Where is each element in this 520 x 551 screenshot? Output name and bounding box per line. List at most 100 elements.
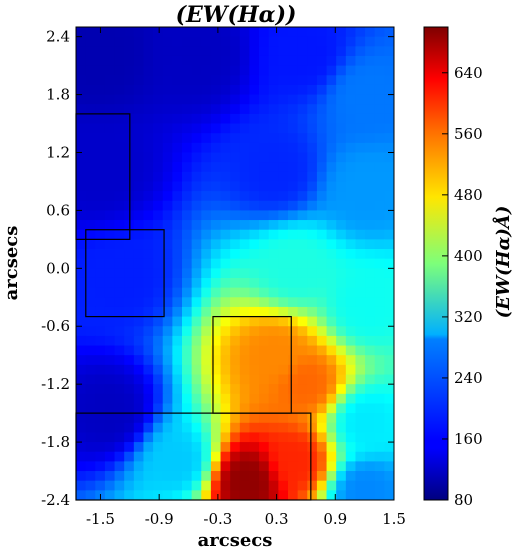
- heatmap-cell: [114, 65, 125, 76]
- heatmap-cell: [114, 133, 125, 144]
- heatmap-cell: [85, 277, 96, 289]
- heatmap-cell: [249, 65, 260, 76]
- heatmap-cell: [374, 461, 385, 472]
- heatmap-cell: [76, 403, 87, 414]
- heatmap-cell: [153, 471, 164, 482]
- heatmap-cell: [230, 152, 241, 163]
- heatmap-cell: [124, 335, 135, 347]
- heatmap-cell: [365, 191, 376, 202]
- heatmap-cell: [191, 480, 202, 491]
- heatmap-cell: [124, 403, 135, 414]
- heatmap-cell: [172, 490, 183, 500]
- heatmap-cell: [95, 133, 106, 144]
- heatmap-cell: [288, 55, 299, 67]
- y-tick-label: -1.2: [41, 375, 70, 393]
- heatmap-cell: [297, 27, 308, 38]
- heatmap-cell: [374, 480, 385, 491]
- heatmap-cell: [355, 413, 366, 424]
- heatmap-cell: [95, 393, 106, 405]
- heatmap-cell: [268, 142, 279, 154]
- heatmap-cell: [384, 191, 394, 202]
- heatmap-cell: [76, 191, 87, 202]
- heatmap-cell: [172, 200, 183, 212]
- heatmap-cell: [326, 403, 337, 414]
- heatmap-cell: [278, 191, 289, 202]
- heatmap-cell: [345, 422, 357, 434]
- heatmap-cell: [268, 94, 279, 105]
- heatmap-cell: [153, 258, 164, 269]
- heatmap-cell: [355, 181, 366, 192]
- heatmap-cell: [220, 84, 231, 96]
- heatmap-cell: [191, 55, 202, 67]
- y-tick-label: 1.2: [46, 143, 70, 161]
- heatmap-cell: [162, 84, 173, 96]
- heatmap-cell: [384, 84, 394, 96]
- heatmap-cell: [288, 403, 299, 414]
- heatmap-cell: [172, 249, 183, 260]
- heatmap-cell: [297, 220, 308, 231]
- heatmap-cell: [182, 432, 193, 443]
- heatmap-cell: [268, 374, 279, 385]
- heatmap-cell: [374, 422, 385, 434]
- heatmap-cell: [355, 316, 366, 327]
- heatmap-cell: [220, 413, 231, 424]
- heatmap-cell: [172, 27, 183, 38]
- heatmap-cell: [95, 451, 106, 462]
- heatmap-cell: [384, 471, 394, 482]
- heatmap-cell: [345, 249, 357, 260]
- heatmap-cell: [172, 171, 183, 183]
- heatmap-cell: [114, 432, 125, 443]
- heatmap-cell: [297, 384, 308, 395]
- heatmap-cell: [336, 239, 347, 250]
- heatmap-cell: [268, 461, 279, 472]
- heatmap-cell: [249, 268, 260, 279]
- heatmap-cell: [114, 490, 125, 500]
- heatmap-cell: [345, 27, 357, 38]
- x-tick-label: -0.3: [203, 510, 232, 528]
- heatmap-cell: [85, 316, 96, 327]
- heatmap-cell: [259, 27, 270, 38]
- heatmap-cell: [384, 27, 394, 38]
- heatmap-cell: [365, 316, 376, 327]
- heatmap-cell: [365, 432, 376, 443]
- heatmap-cell: [124, 46, 135, 57]
- heatmap-cell: [278, 152, 289, 163]
- heatmap-cell: [210, 171, 222, 183]
- heatmap-cell: [133, 152, 145, 163]
- heatmap-cell: [210, 393, 222, 405]
- heatmap-cell: [104, 133, 116, 144]
- heatmap-cell: [210, 422, 222, 434]
- heatmap-cell: [374, 36, 385, 47]
- x-tick-label: 0.3: [265, 510, 289, 528]
- heatmap-cell: [336, 55, 347, 67]
- heatmap-cell: [172, 210, 183, 221]
- heatmap-cell: [239, 374, 251, 385]
- heatmap-cell: [133, 335, 145, 347]
- heatmap-cell: [85, 181, 96, 192]
- heatmap-cell: [133, 364, 145, 376]
- heatmap-cell: [374, 123, 385, 134]
- heatmap-cell: [230, 364, 241, 376]
- heatmap-cell: [182, 393, 193, 405]
- heatmap-cell: [95, 171, 106, 183]
- heatmap-cell: [124, 249, 135, 260]
- heatmap-cell: [220, 297, 231, 308]
- heatmap-cell: [239, 422, 251, 434]
- colorbar: [423, 26, 449, 501]
- heatmap-cell: [326, 451, 337, 462]
- heatmap-cell: [288, 200, 299, 212]
- heatmap-cell: [85, 442, 96, 453]
- heatmap-cell: [374, 46, 385, 57]
- heatmap-cell: [201, 220, 212, 231]
- heatmap-cell: [230, 249, 241, 260]
- heatmap-cell: [162, 36, 173, 47]
- heatmap-cell: [220, 65, 231, 76]
- heatmap-cell: [182, 335, 193, 347]
- heatmap-cell: [355, 36, 366, 47]
- heatmap-cell: [114, 335, 125, 347]
- heatmap-cell: [365, 27, 376, 38]
- heatmap-cell: [278, 451, 289, 462]
- heatmap-cell: [210, 200, 222, 212]
- heatmap-cell: [172, 268, 183, 279]
- heatmap-cell: [124, 277, 135, 289]
